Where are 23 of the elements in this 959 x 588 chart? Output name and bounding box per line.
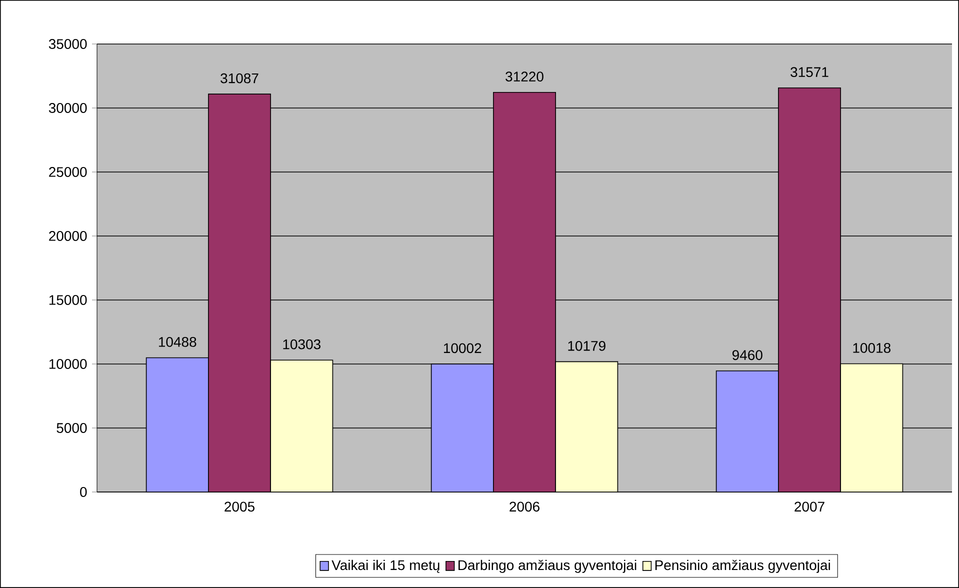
data-label: 10488 (158, 336, 196, 347)
data-label: 31220 (506, 72, 544, 82)
x-tick-label: 2006 (510, 502, 540, 512)
data-label: 10303 (283, 339, 320, 350)
y-tick-label: 30000 (48, 103, 87, 113)
legend-label: Pensinio amžiaus gyventojai (655, 560, 830, 573)
data-label: 31087 (220, 73, 258, 84)
y-tick-label: 25000 (49, 167, 87, 177)
y-tick-label: 35000 (48, 39, 87, 49)
data-label: 10179 (568, 340, 606, 351)
data-label: 9460 (732, 350, 762, 360)
y-tick-label: 0 (80, 487, 87, 497)
data-label: 10002 (444, 343, 482, 354)
x-tick-label: 2005 (224, 502, 254, 512)
data-label: 10018 (853, 343, 890, 353)
y-tick-label: 5000 (56, 423, 87, 433)
x-tick-label: 2007 (794, 502, 824, 512)
data-label: 31571 (790, 67, 828, 78)
legend-label: Darbingo amžiaus gyventojai (458, 560, 636, 573)
legend-label: Vaikai iki 15 metų (332, 560, 440, 573)
y-tick-label: 20000 (49, 231, 87, 241)
y-tick-label: 15000 (49, 295, 87, 305)
y-tick-label: 10000 (49, 359, 87, 369)
